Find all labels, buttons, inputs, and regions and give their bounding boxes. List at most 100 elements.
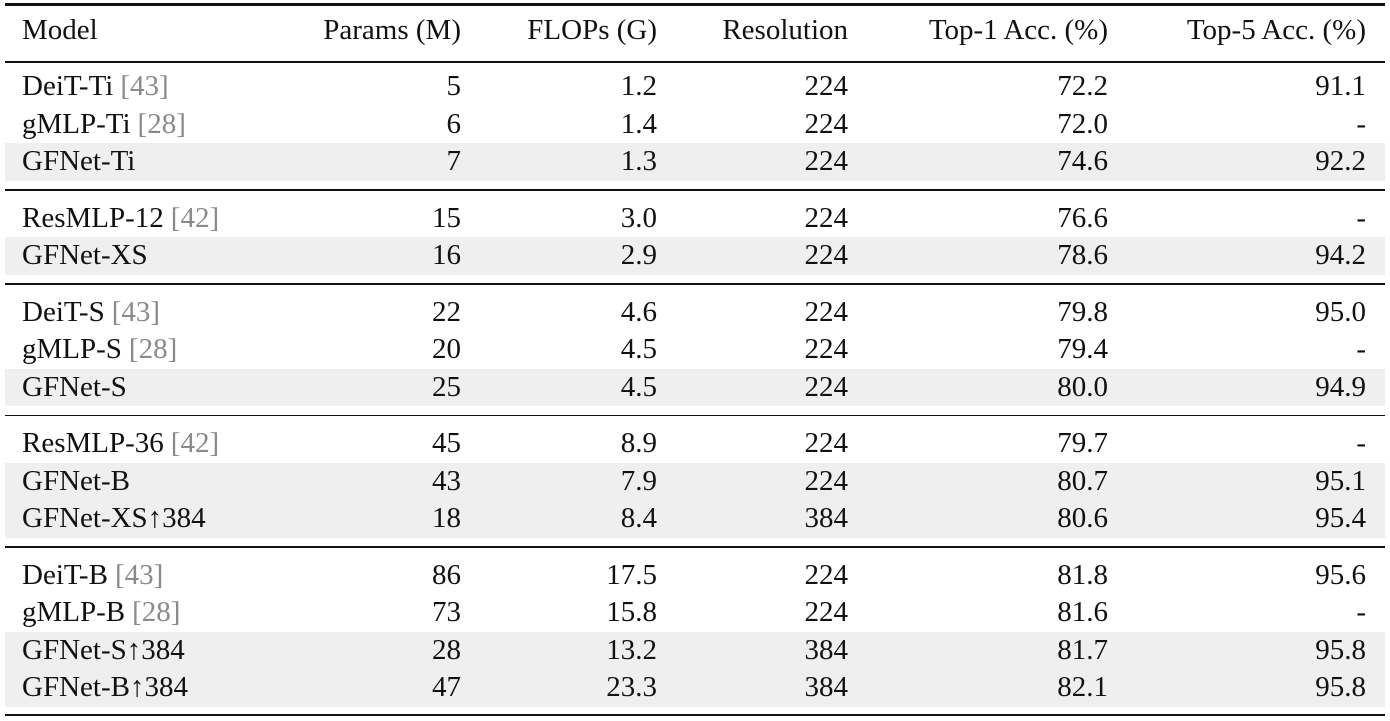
column-header: Top-5 Acc. (%): [1186, 14, 1366, 46]
top5-cell: 95.6: [1315, 558, 1366, 591]
top1-cell: 80.0: [1057, 370, 1108, 403]
params-cell: 18: [432, 502, 461, 534]
model-cell: GFNet-S: [22, 369, 127, 407]
flops-cell: 13.2: [606, 633, 657, 666]
top5-cell: 95.4: [1315, 502, 1366, 534]
model-name: GFNet-B: [22, 464, 130, 497]
model-cell: gMLP-Ti [28]: [22, 106, 186, 144]
row-highlight: [5, 631, 1385, 669]
flops-cell: 3.0: [620, 201, 657, 234]
top1-cell: 76.6: [1057, 201, 1108, 234]
params-cell: 86: [432, 558, 461, 591]
citation: [42]: [170, 201, 220, 234]
resolution-cell: 384: [804, 502, 849, 534]
flops-cell: 2.9: [620, 239, 657, 271]
resolution-cell: 384: [804, 671, 849, 703]
top5-cell: 94.9: [1315, 370, 1366, 403]
model-name: GFNet-XS↑384: [22, 502, 206, 534]
model-cell: GFNet-S↑384: [22, 632, 185, 670]
resolution-cell: 224: [804, 145, 849, 177]
top5-cell: 95.8: [1315, 671, 1366, 703]
citation: [43]: [120, 70, 169, 102]
params-cell: 15: [432, 201, 461, 234]
resolution-cell: 224: [804, 558, 849, 591]
flops-cell: 4.5: [620, 333, 657, 365]
resolution-cell: 224: [804, 370, 849, 403]
params-cell: 47: [432, 671, 461, 703]
top1-cell: 81.6: [1057, 596, 1108, 628]
model-name: gMLP-S: [22, 333, 122, 365]
model-cell: gMLP-S [28]: [22, 331, 177, 369]
model-cell: gMLP-B [28]: [22, 594, 180, 632]
model-name: GFNet-Ti: [22, 145, 136, 177]
model-name: ResMLP-36: [22, 427, 164, 459]
top1-cell: 81.7: [1057, 633, 1108, 666]
bottom-rule: [5, 713, 1385, 716]
model-name: GFNet-B↑384: [22, 671, 188, 703]
params-cell: 16: [432, 239, 461, 271]
flops-cell: 17.5: [606, 558, 657, 591]
model-cell: ResMLP-12 [42]: [22, 200, 219, 238]
top5-cell: -: [1356, 107, 1366, 140]
flops-cell: 15.8: [606, 596, 657, 628]
top5-cell: 95.0: [1315, 295, 1366, 328]
model-cell: GFNet-B: [22, 463, 130, 501]
row-highlight: [5, 368, 1385, 406]
column-header: Model: [22, 14, 98, 46]
resolution-cell: 224: [804, 295, 849, 328]
model-name: gMLP-Ti: [22, 107, 131, 140]
column-header: Top-1 Acc. (%): [928, 14, 1108, 46]
resolution-cell: 384: [804, 633, 849, 666]
top5-cell: -: [1356, 201, 1366, 234]
resolution-cell: 224: [804, 70, 849, 102]
resolution-cell: 224: [804, 464, 849, 497]
top1-cell: 82.1: [1057, 671, 1108, 703]
row-highlight: [5, 143, 1385, 181]
top1-cell: 72.2: [1057, 70, 1108, 102]
params-cell: 7: [446, 145, 462, 177]
resolution-cell: 224: [804, 427, 849, 459]
row-highlight: [5, 462, 1385, 500]
column-header: Params (M): [323, 14, 461, 46]
top1-cell: 79.4: [1057, 333, 1108, 365]
citation: [28]: [128, 333, 178, 365]
top5-cell: -: [1356, 596, 1366, 628]
resolution-cell: 224: [804, 201, 849, 234]
model-cell: GFNet-XS: [22, 237, 148, 275]
model-name: DeiT-Ti: [22, 70, 114, 102]
group-rule: [5, 414, 1385, 416]
flops-cell: 7.9: [620, 464, 657, 497]
flops-cell: 23.3: [606, 671, 657, 703]
top1-cell: 78.6: [1057, 239, 1108, 271]
top5-cell: -: [1356, 427, 1366, 459]
flops-cell: 4.5: [620, 370, 657, 403]
column-header: FLOPs (G): [527, 14, 657, 46]
top1-cell: 79.8: [1057, 295, 1108, 328]
resolution-cell: 224: [804, 596, 849, 628]
model-cell: ResMLP-36 [42]: [22, 425, 219, 463]
params-cell: 22: [432, 295, 461, 328]
model-cell: GFNet-XS↑384: [22, 500, 206, 538]
top5-cell: 91.1: [1315, 70, 1366, 102]
group-rule: [5, 189, 1385, 191]
citation: [28]: [137, 107, 186, 140]
flops-cell: 1.4: [620, 107, 657, 140]
top1-cell: 72.0: [1057, 107, 1108, 140]
citation: [43]: [114, 558, 164, 591]
model-cell: DeiT-S [43]: [22, 294, 160, 332]
top5-cell: 94.2: [1315, 239, 1366, 271]
top5-cell: 95.8: [1315, 633, 1366, 666]
top5-cell: 92.2: [1315, 145, 1366, 177]
flops-cell: 1.2: [620, 70, 657, 102]
model-name: GFNet-S↑384: [22, 633, 185, 666]
top5-cell: 95.1: [1315, 464, 1366, 497]
citation: [43]: [111, 295, 161, 328]
row-highlight: [5, 237, 1385, 275]
top1-cell: 80.7: [1057, 464, 1108, 497]
params-cell: 28: [432, 633, 461, 666]
model-cell: GFNet-Ti: [22, 143, 135, 181]
params-cell: 43: [432, 464, 461, 497]
citation: [42]: [170, 427, 220, 459]
flops-cell: 4.6: [620, 295, 657, 328]
